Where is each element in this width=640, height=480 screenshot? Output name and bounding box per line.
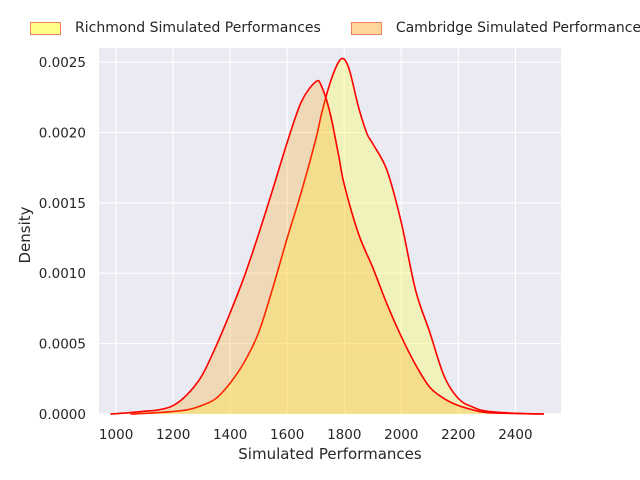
x-tick-label: 1200	[156, 427, 190, 443]
legend-swatch-cambridge	[350, 21, 382, 35]
gridlines	[99, 48, 561, 415]
x-tick-label: 1600	[270, 427, 304, 443]
y-tick-label: 0.0020	[39, 125, 86, 141]
legend-entry-richmond: Richmond Simulated Performances	[30, 20, 321, 36]
legend-swatch-richmond	[30, 21, 61, 35]
density-areas	[110, 57, 544, 415]
x-tick-label: 1000	[99, 427, 133, 443]
richmond-density-line	[130, 57, 544, 415]
x-tick-label: 1800	[327, 427, 361, 443]
x-tick-label: 1400	[213, 427, 247, 443]
legend-label-richmond: Richmond Simulated Performances	[75, 20, 321, 36]
y-tick-label: 0.0015	[39, 196, 86, 212]
legend-entry-cambridge: Cambridge Simulated Performances	[350, 20, 640, 36]
x-tick-label: 2400	[498, 427, 532, 443]
y-axis-label: Density	[16, 206, 34, 263]
cambridge-density-fill	[110, 80, 544, 414]
y-axis-ticks: 0.0000 0.0005 0.0010 0.0015 0.0020 0.0025	[39, 55, 86, 423]
y-tick-label: 0.0000	[39, 407, 86, 423]
cambridge-density-line	[110, 79, 544, 415]
plot-background	[99, 48, 561, 414]
x-axis-label: Simulated Performances	[238, 445, 422, 463]
y-tick-label: 0.0025	[39, 55, 86, 71]
x-axis-ticks: 1000 1200 1400 1600 1800 2000 2200 2400	[99, 427, 533, 443]
y-tick-label: 0.0005	[39, 337, 86, 353]
y-tick-label: 0.0010	[39, 266, 86, 282]
x-tick-label: 2200	[441, 427, 475, 443]
legend-label-cambridge: Cambridge Simulated Performances	[395, 20, 640, 36]
richmond-density-fill	[130, 58, 544, 415]
legend: Richmond Simulated Performances Cambridg…	[30, 20, 640, 36]
x-tick-label: 2000	[384, 427, 418, 443]
